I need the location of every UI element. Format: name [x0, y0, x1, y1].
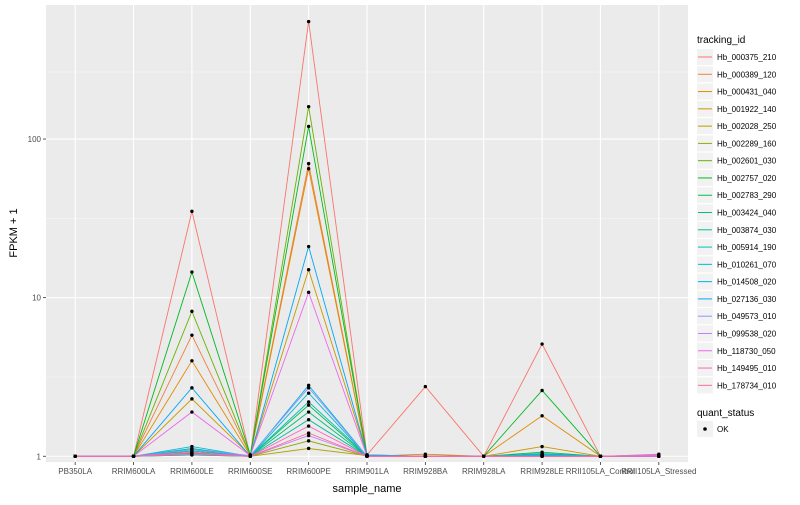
data-point — [423, 454, 428, 458]
data-point — [306, 386, 311, 390]
data-point — [423, 384, 428, 389]
data-point — [306, 400, 311, 404]
legend-item-label: Hb_002757_020 — [717, 174, 777, 183]
legend-item-label: Hb_003424_040 — [717, 209, 777, 218]
series-points — [73, 19, 661, 458]
data-point — [306, 410, 311, 414]
legend-item-label: Hb_000431_040 — [717, 88, 777, 97]
data-point — [190, 444, 194, 449]
data-point — [190, 359, 194, 363]
data-point — [306, 431, 311, 435]
data-point — [306, 124, 311, 129]
data-point — [540, 444, 544, 449]
data-point — [190, 397, 194, 401]
x-tick-label: RRIM901LA — [345, 467, 389, 476]
data-point — [248, 454, 252, 458]
legend-item-label: Hb_002783_290 — [717, 191, 777, 200]
data-point — [365, 454, 369, 458]
data-point — [190, 333, 194, 337]
data-point — [306, 19, 311, 24]
data-point — [482, 454, 486, 458]
x-tick-label: RRIM600PE — [286, 467, 330, 476]
data-point — [598, 454, 603, 458]
x-tick-label: RRIM928LE — [520, 467, 564, 476]
data-point — [540, 454, 544, 458]
legend-item-label: Hb_099538_020 — [717, 329, 777, 338]
legend-item-label: Hb_001922_140 — [717, 105, 777, 114]
legend-item-label: Hb_002289_160 — [717, 139, 777, 148]
data-point — [190, 410, 194, 414]
y-axis: 1 10 100 — [28, 135, 46, 461]
data-point — [306, 167, 311, 171]
data-point — [190, 209, 194, 214]
data-point — [306, 446, 311, 451]
legend-item-label: Hb_149495_010 — [717, 364, 777, 373]
data-point — [306, 418, 311, 422]
legend-quant-label: OK — [717, 425, 729, 434]
data-point — [190, 386, 194, 390]
data-point — [190, 309, 194, 314]
legend-item-label: Hb_178734_010 — [717, 381, 777, 390]
data-point — [540, 414, 544, 418]
x-axis-title: sample_name — [332, 483, 401, 495]
data-point — [190, 447, 194, 452]
legend-quant-status: quant_status OK — [697, 408, 754, 437]
x-tick-label: RRII105LA_Stressed — [621, 467, 696, 476]
data-point — [306, 104, 311, 109]
data-point — [306, 268, 311, 272]
legend-item-label: Hb_014508_020 — [717, 278, 777, 287]
x-tick-label: RRIM928BA — [403, 467, 448, 476]
data-point — [306, 161, 311, 166]
y-axis-title: FPKM + 1 — [8, 208, 20, 257]
x-tick-label: RRIM928LA — [462, 467, 506, 476]
data-point — [306, 424, 311, 428]
legend-item-label: Hb_003874_030 — [717, 226, 777, 235]
legend-tracking-id: tracking_id Hb_000375_210Hb_000389_120Hb… — [697, 35, 777, 394]
legend-item-label: Hb_049573_010 — [717, 312, 777, 321]
data-point — [190, 270, 194, 274]
legend-quant-title: quant_status — [697, 408, 754, 419]
data-point — [306, 383, 311, 388]
legend-items: Hb_000375_210 Hb_000389_120 Hb_000431_040 H… — [697, 49, 777, 394]
data-point — [540, 388, 544, 393]
data-point — [657, 453, 661, 458]
legend-quant-point — [703, 427, 707, 431]
legend-item-label: Hb_010261_070 — [717, 260, 777, 269]
legend-item-label: Hb_002028_250 — [717, 122, 777, 131]
x-tick-label: RRIM600SE — [228, 467, 272, 476]
data-point — [190, 451, 194, 456]
data-point — [306, 403, 311, 407]
data-point — [73, 454, 77, 458]
legend-item-label: Hb_000389_120 — [717, 70, 777, 79]
data-point — [131, 454, 136, 458]
data-point — [306, 433, 311, 438]
y-tick-label: 10 — [32, 294, 41, 303]
data-point — [306, 391, 311, 395]
x-tick-label: RRIM600LE — [170, 467, 214, 476]
data-point — [306, 290, 311, 295]
legend-item-label: Hb_002601_030 — [717, 157, 777, 166]
x-tick-label: RRIM600LA — [112, 467, 156, 476]
legend-item-label: Hb_005914_190 — [717, 243, 777, 252]
x-axis: PB350LA RRIM600LA RRIM600LE RRIM600SE RRIM60… — [58, 462, 696, 476]
legend-title: tracking_id — [697, 35, 745, 46]
data-point — [306, 439, 311, 443]
y-tick-label: 1 — [37, 452, 42, 461]
legend-item-label: Hb_118730_050 — [717, 347, 776, 356]
x-tick-label: RRII105LA_Control — [566, 467, 636, 476]
grid-major — [46, 5, 688, 462]
data-point — [306, 244, 311, 249]
x-tick-label: PB350LA — [58, 467, 92, 476]
legend-item-label: Hb_000375_210 — [717, 53, 777, 62]
data-point — [540, 342, 544, 346]
legend-item-label: Hb_027136_030 — [717, 295, 777, 304]
y-tick-label: 100 — [28, 135, 42, 144]
